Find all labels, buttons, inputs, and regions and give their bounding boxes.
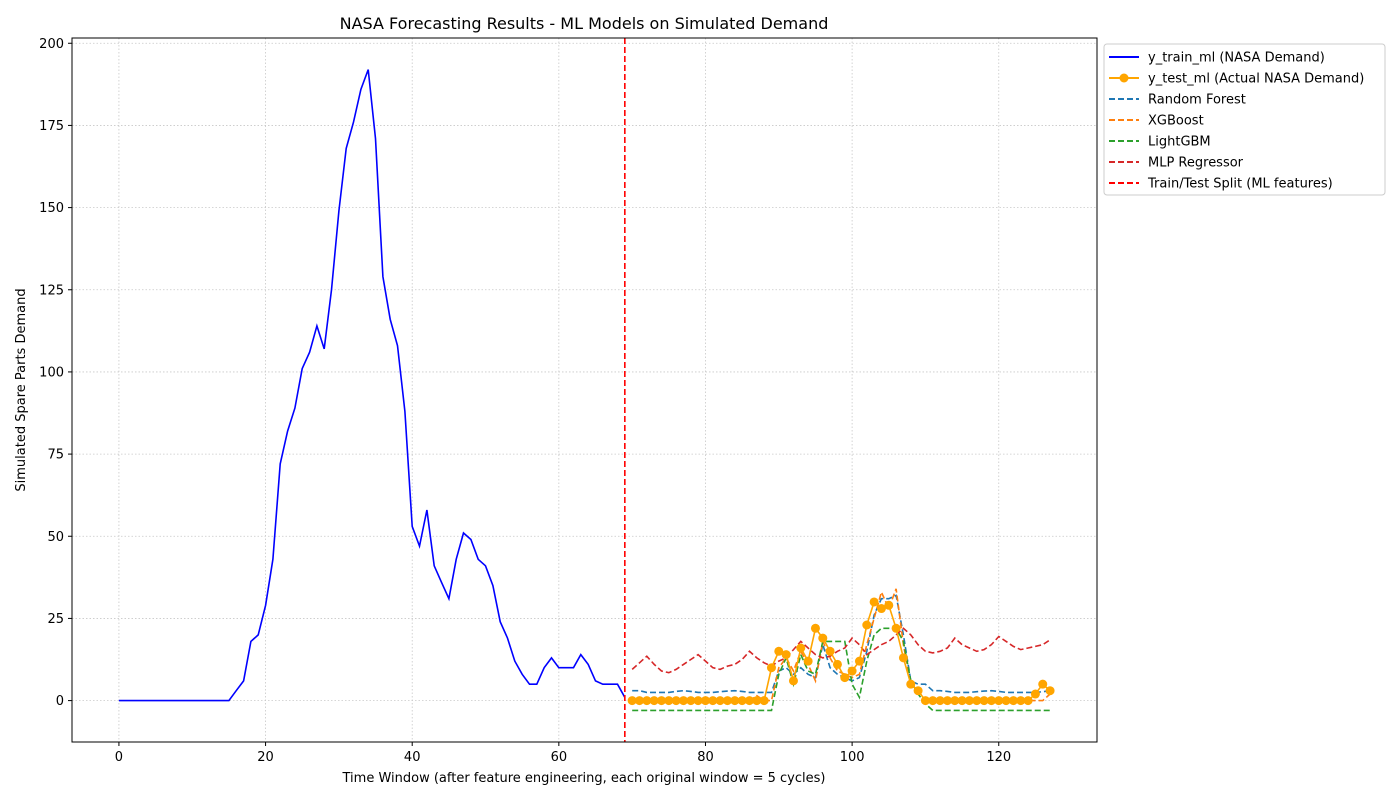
test-demand-point [649, 696, 659, 706]
train-demand-line [118, 69, 626, 702]
test-demand-point [1023, 696, 1033, 706]
y-tick-label: 25 [47, 612, 64, 627]
y-tick-label: 0 [56, 694, 64, 709]
test-demand-point [906, 679, 916, 689]
test-demand-point [693, 696, 703, 706]
chart-title: NASA Forecasting Results - ML Models on … [340, 14, 829, 33]
test-demand-point [803, 656, 813, 666]
test-demand-point [869, 597, 879, 607]
test-demand-point [730, 696, 740, 706]
test-demand-point [752, 696, 762, 706]
test-demand-point [818, 633, 828, 643]
lightgbm-line [632, 627, 1051, 712]
test-demand-point [1016, 696, 1026, 706]
test-demand-point [759, 696, 769, 706]
legend-label: MLP Regressor [1148, 156, 1244, 171]
legend-label: XGBoost [1148, 114, 1204, 129]
legend-label: Train/Test Split (ML features) [1147, 177, 1333, 192]
test-demand-point [972, 696, 982, 706]
test-demand-point [627, 696, 637, 706]
test-demand-point [1045, 686, 1055, 696]
legend-label: LightGBM [1148, 135, 1211, 150]
axes-frame [71, 37, 1098, 743]
test-demand-point [781, 650, 791, 660]
x-tick-label: 80 [697, 750, 714, 765]
test-demand-point [957, 696, 967, 706]
y-tick-label: 75 [47, 448, 64, 463]
ticks: 0 20 40 60 80 100 120 0 25 50 75 100 125 150 175 200 [39, 37, 1011, 765]
y-tick-label: 150 [39, 201, 64, 216]
test-demand-point [898, 653, 908, 663]
test-demand-point [634, 696, 644, 706]
y-tick-label: 175 [39, 119, 64, 134]
test-demand-point [774, 646, 784, 656]
test-demand-point [876, 604, 886, 614]
legend-label: y_test_ml (Actual NASA Demand) [1148, 72, 1364, 87]
test-demand-point [884, 600, 894, 610]
test-demand-point [737, 696, 747, 706]
legend: y_train_ml (NASA Demand) y_test_ml (Actua… [1103, 43, 1386, 196]
test-demand-point [862, 620, 872, 630]
test-demand-point [686, 696, 696, 706]
test-demand-point [1030, 689, 1040, 699]
test-demand-point [913, 686, 923, 696]
test-demand-point [942, 696, 952, 706]
test-demand-point [1038, 679, 1048, 689]
test-demand-point [744, 696, 754, 706]
test-demand-point [664, 696, 674, 706]
test-demand-point [715, 696, 725, 706]
test-demand-point [1008, 696, 1018, 706]
test-demand-point [964, 696, 974, 706]
x-tick-label: 100 [840, 750, 865, 765]
test-demand-point [810, 623, 820, 633]
test-demand-point [891, 623, 901, 633]
test-demand-point [766, 663, 776, 673]
data-layer [118, 38, 1055, 742]
x-axis-label: Time Window (after feature engineering, … [342, 771, 826, 786]
y-tick-label: 200 [39, 37, 64, 52]
legend-label: y_train_ml (NASA Demand) [1148, 51, 1325, 66]
legend-label: Random Forest [1148, 93, 1246, 108]
test-demand-point [928, 696, 938, 706]
test-demand-point [796, 643, 806, 653]
test-demand-point [825, 646, 835, 656]
test-demand-point [847, 666, 857, 676]
x-tick-label: 60 [551, 750, 568, 765]
y-tick-label: 50 [47, 530, 64, 545]
x-tick-label: 20 [257, 750, 274, 765]
legend-box [1103, 43, 1386, 196]
test-demand-point [994, 696, 1004, 706]
test-demand-point [854, 656, 864, 666]
test-demand-point [708, 696, 718, 706]
x-tick-label: 40 [404, 750, 421, 765]
test-demand-point [700, 696, 710, 706]
test-demand-point [832, 659, 842, 669]
test-demand-point [1001, 696, 1011, 706]
test-demand-point [671, 696, 681, 706]
test-demand-point [722, 696, 732, 706]
test-demand-point [788, 676, 798, 686]
y-tick-label: 125 [39, 283, 64, 298]
grid [72, 38, 1097, 742]
x-tick-label: 120 [986, 750, 1011, 765]
legend-marker [1119, 73, 1129, 83]
test-demand-point [642, 696, 652, 706]
test-demand-point [986, 696, 996, 706]
x-tick-label: 0 [115, 750, 123, 765]
test-demand-point [656, 696, 666, 706]
y-axis-label: Simulated Spare Parts Demand [14, 288, 29, 491]
y-tick-label: 100 [39, 365, 64, 380]
test-demand-point [840, 673, 850, 683]
test-demand-point [678, 696, 688, 706]
test-demand-point [935, 696, 945, 706]
test-demand-point [979, 696, 989, 706]
test-demand-point [950, 696, 960, 706]
test-demand-point [920, 696, 930, 706]
